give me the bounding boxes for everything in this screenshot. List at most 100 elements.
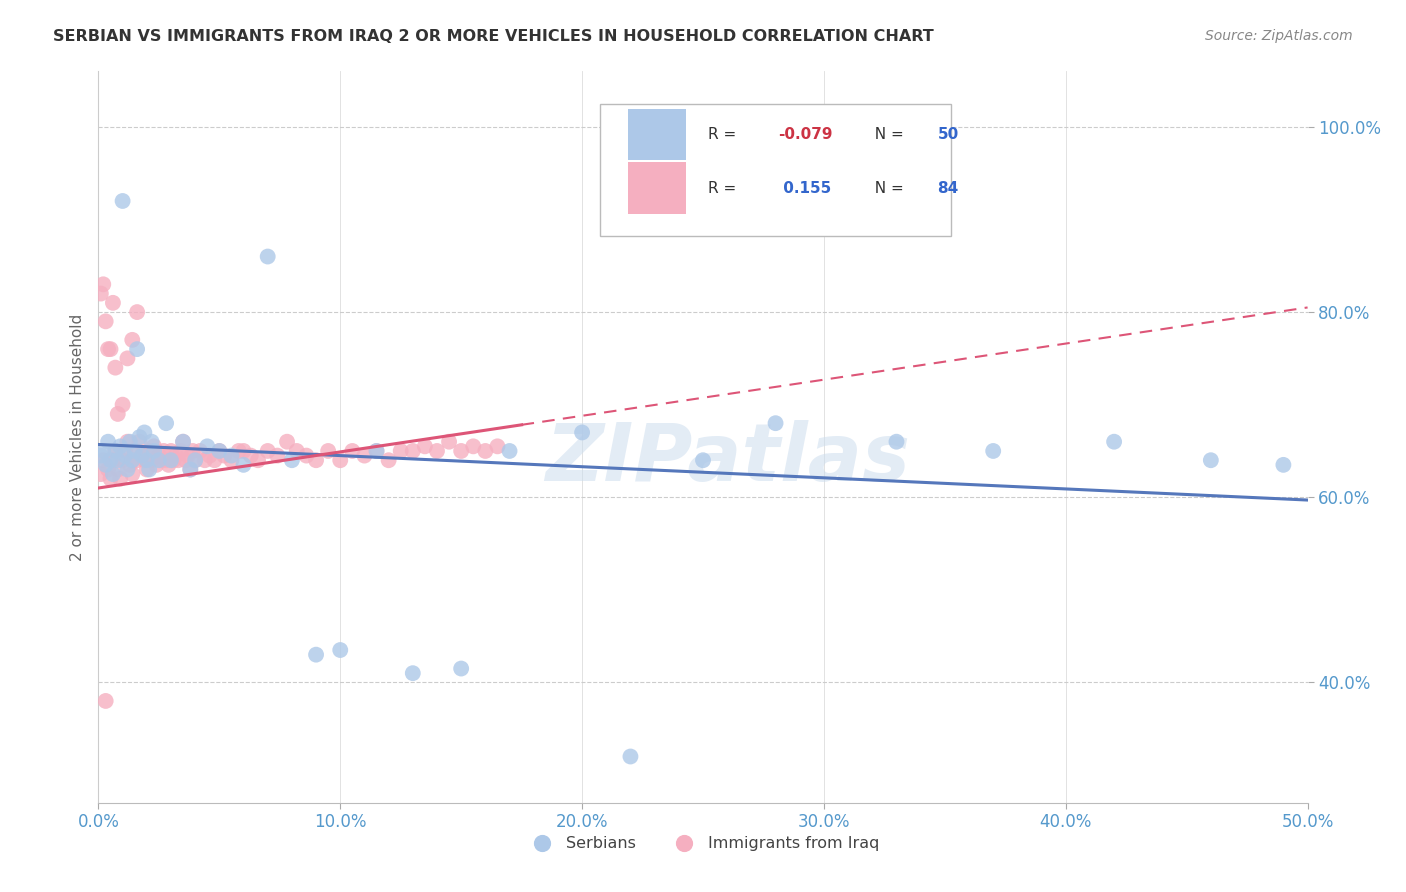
Point: [124, 444, 146, 458]
Point: [121, 467, 143, 482]
Point: [143, 444, 166, 458]
Point: [107, 453, 129, 467]
Point: [426, 444, 449, 458]
Point: [463, 439, 485, 453]
Point: [172, 434, 194, 449]
Point: [221, 453, 243, 467]
Point: [239, 449, 262, 463]
FancyBboxPatch shape: [628, 162, 686, 213]
Point: [128, 430, 150, 444]
Point: [285, 444, 308, 458]
Point: [155, 453, 177, 467]
Point: [1272, 458, 1295, 472]
Point: [486, 439, 509, 453]
Text: N =: N =: [865, 127, 908, 142]
Point: [107, 407, 129, 421]
Point: [91, 453, 114, 467]
Point: [247, 453, 270, 467]
Point: [117, 434, 139, 449]
Point: [141, 434, 163, 449]
Point: [101, 453, 124, 467]
Text: SERBIAN VS IMMIGRANTS FROM IRAQ 2 OR MORE VEHICLES IN HOUSEHOLD CORRELATION CHAR: SERBIAN VS IMMIGRANTS FROM IRAQ 2 OR MOR…: [53, 29, 934, 44]
Point: [177, 449, 200, 463]
Point: [124, 444, 146, 458]
Point: [474, 444, 496, 458]
Point: [157, 458, 180, 472]
Point: [256, 444, 278, 458]
Point: [97, 342, 120, 356]
Point: [228, 444, 250, 458]
Point: [212, 449, 235, 463]
Point: [886, 434, 908, 449]
Text: ZIPatlas: ZIPatlas: [544, 420, 910, 498]
Point: [90, 286, 112, 301]
Point: [91, 277, 114, 292]
Point: [305, 453, 328, 467]
Point: [104, 444, 127, 458]
Point: [221, 449, 243, 463]
Text: 0.155: 0.155: [778, 180, 831, 195]
Text: N =: N =: [865, 180, 908, 195]
Point: [121, 333, 143, 347]
Point: [1102, 434, 1125, 449]
Point: [450, 661, 472, 675]
Point: [179, 462, 201, 476]
Point: [162, 453, 184, 467]
Point: [135, 462, 157, 476]
Point: [138, 462, 160, 476]
Point: [160, 453, 183, 467]
Point: [128, 434, 150, 449]
Point: [104, 444, 127, 458]
Point: [619, 749, 641, 764]
Text: -0.079: -0.079: [778, 127, 832, 142]
Point: [90, 467, 112, 482]
Point: [101, 467, 124, 482]
Point: [97, 462, 120, 476]
Point: [91, 444, 114, 458]
Point: [131, 449, 153, 463]
Point: [366, 444, 388, 458]
Point: [450, 444, 472, 458]
Point: [114, 444, 136, 458]
Point: [94, 314, 117, 328]
Point: [232, 458, 254, 472]
Point: [402, 444, 425, 458]
Point: [169, 444, 191, 458]
Point: [150, 453, 173, 467]
Point: [155, 416, 177, 430]
Point: [389, 444, 412, 458]
Point: [329, 643, 352, 657]
Point: [152, 444, 174, 458]
Point: [145, 458, 167, 472]
Point: [194, 453, 217, 467]
Point: [353, 449, 375, 463]
Point: [127, 453, 149, 467]
Point: [134, 425, 156, 440]
Point: [108, 472, 131, 486]
Point: [342, 444, 364, 458]
Point: [204, 453, 226, 467]
Point: [148, 453, 170, 467]
Point: [141, 453, 163, 467]
Point: [143, 439, 166, 453]
Point: [329, 453, 352, 467]
Text: 50: 50: [938, 127, 959, 142]
Point: [165, 449, 187, 463]
Point: [498, 444, 520, 458]
Point: [100, 472, 122, 486]
Point: [195, 439, 218, 453]
Point: [111, 194, 134, 208]
Point: [127, 305, 149, 319]
Point: [295, 449, 318, 463]
Point: [134, 453, 156, 467]
FancyBboxPatch shape: [600, 104, 950, 235]
Point: [107, 462, 129, 476]
Point: [100, 453, 122, 467]
Legend: Serbians, Immigrants from Iraq: Serbians, Immigrants from Iraq: [520, 830, 886, 857]
Point: [121, 453, 143, 467]
Point: [281, 453, 304, 467]
Point: [97, 434, 120, 449]
Point: [135, 453, 157, 467]
FancyBboxPatch shape: [628, 109, 686, 161]
Point: [131, 449, 153, 463]
